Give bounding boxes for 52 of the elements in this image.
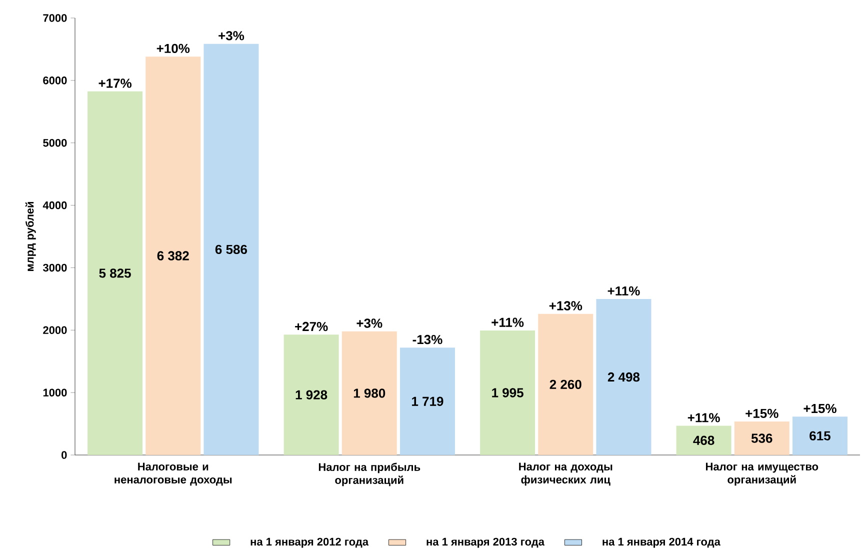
annotation: -13% [412,334,442,344]
y-axis-title: млрд рублей [25,202,36,271]
x-tick-label: Налог на доходы физических лиц [519,462,612,486]
data-label: 6 382 [157,251,189,260]
annotation: +3% [218,31,244,40]
bar [734,422,790,455]
data-label: 536 [751,434,772,443]
legend-label: на 1 января 2013 года [426,538,545,548]
bar [676,426,732,455]
data-label: 6 586 [215,244,247,254]
data-label: 1 980 [354,388,386,398]
y-tick-label: 1000 [43,388,67,396]
bar [342,331,397,455]
bar [400,348,455,455]
y-tick-label: 6000 [43,76,67,84]
data-label: 1 928 [296,390,328,400]
annotation: +10% [156,44,190,54]
annotation: +17% [98,78,132,88]
data-label: 468 [693,436,714,445]
bar [88,91,143,455]
data-label: 2 498 [608,372,640,382]
bar [284,334,339,455]
data-label: 1 719 [412,396,444,406]
data-label: 2 260 [550,380,582,390]
data-label: 5 825 [99,268,131,278]
y-tick-label: 7000 [43,14,67,22]
x-tick-label: Налог на прибыль организаций [318,462,420,486]
y-tick-label: 2000 [43,326,67,334]
annotation: +15% [746,408,778,418]
y-tick-label: 5000 [43,138,67,147]
bar [596,299,652,455]
legend-label: на 1 января 2012 года [250,538,369,548]
annotation: +27% [295,322,328,332]
x-tick-label: Налог на имущество организаций [706,462,818,486]
data-label: 1 995 [492,388,524,398]
data-label: 615 [810,431,830,440]
annotation: +11% [492,318,524,327]
bar [538,314,594,455]
annotation: +15% [804,404,836,414]
x-tick-label: Налоговые и неналоговые доходы [114,462,232,486]
y-tick-label: 4000 [42,201,67,210]
annotation: +13% [549,301,582,310]
bar [204,44,259,455]
bar [480,330,536,455]
y-tick-label: 3000 [42,264,67,272]
bar [792,416,848,455]
legend-label: на 1 января 2014 года [602,538,720,548]
annotation: +11% [688,413,720,422]
bar [146,56,201,455]
annotation: +3% [356,318,382,328]
y-tick-label: 0 [62,451,67,459]
annotation: +11% [608,286,640,296]
